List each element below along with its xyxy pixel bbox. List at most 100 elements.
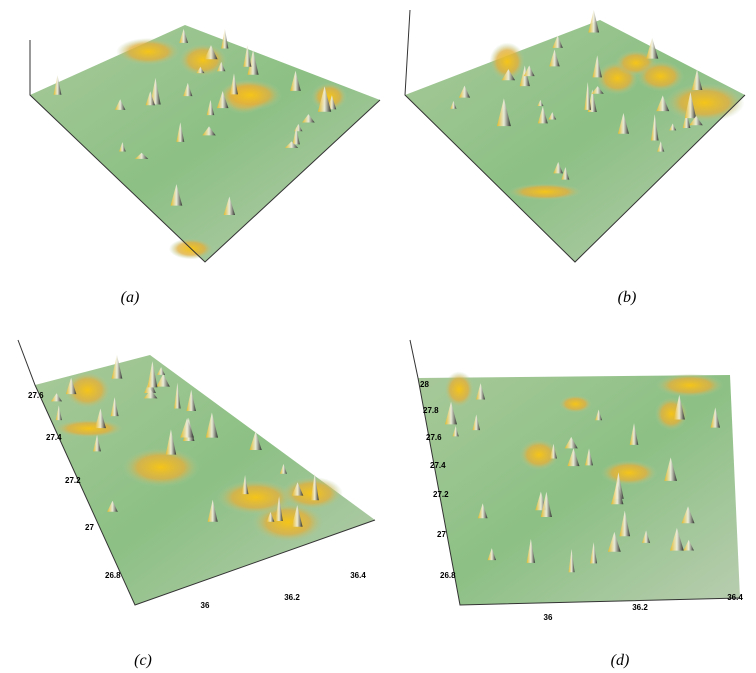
surface-highlight [558,395,593,413]
surface-peak [302,114,315,123]
surface-peak [561,167,570,180]
surface-peak [145,91,155,106]
y-tick-label: 27 [437,530,446,539]
surface-peak [217,61,226,72]
surface-peak [553,162,564,174]
surface-peak [186,389,196,411]
surface-peak [111,354,123,379]
surface-highlight [178,43,228,77]
surface-peak [588,9,600,33]
surface-peak [568,548,575,573]
surface-peak [591,86,604,94]
y-tick-label: 26.8 [105,571,121,580]
surface-peak [183,82,193,97]
surface-peak [629,423,639,445]
surface-highlight [64,371,112,409]
surface-peak [249,431,262,451]
caption: (a) [121,289,140,306]
surface [35,355,375,605]
surface-peak [650,114,659,141]
surface-highlight [655,373,725,398]
x-tick-label: 36.4 [350,571,366,580]
surface-peak [540,491,552,517]
surface-peak [487,548,497,561]
surface-peak [549,443,557,459]
surface-peak [202,126,216,136]
y-tick-label: 27.8 [423,406,439,415]
surface-peak [590,542,598,564]
surface-peak [119,142,126,152]
surface-peak [157,367,166,375]
surface-peak [584,81,592,110]
x-tick-label: 36.4 [727,593,743,602]
surface-peak [592,55,602,78]
y-tick-label: 27.4 [46,433,62,442]
surface-peak [205,412,219,438]
surface-peak [174,382,181,409]
y-tick-label: 27 [85,523,94,532]
caption: (d) [611,652,630,669]
surface-peak [196,66,205,74]
surface-peak [683,539,694,551]
surface-highlight [636,60,685,92]
surface-peak [552,35,563,48]
surface-peak [496,98,511,127]
surface-peak [94,408,106,429]
surface-highlight [507,183,583,201]
surface-peak [207,499,218,522]
surface-peak [93,434,101,452]
surface-peak [472,414,481,431]
surface-peak [221,28,229,49]
surface-peak [646,37,659,59]
caption: (b) [618,289,637,306]
y-tick-label: 26.8 [440,571,456,580]
surface-peak [607,531,621,552]
x-tick-label: 36.2 [284,593,300,602]
surface-peak [682,111,691,128]
surface-peak [501,69,516,81]
surface [418,375,740,605]
x-tick-label: 36 [544,613,553,622]
surface-peak [452,426,459,437]
surface-peak [241,474,249,495]
surface-peak [657,141,665,152]
surface-peak [114,99,126,110]
surface-peak [291,482,304,496]
surface-peak [204,45,218,60]
surface-peak [317,86,332,112]
axis-lines [17,9,746,606]
surface-highlight [489,42,526,81]
surface-peak [165,429,177,455]
x-tick-label: 36 [201,601,210,610]
surface-peak [310,473,319,501]
surface-peak [710,407,721,428]
surface-peak [548,112,557,120]
surface-peak [284,141,299,148]
surface-peak [537,106,548,124]
surface-peak [595,409,603,421]
surface-peak [291,505,303,527]
surface-peak [143,389,158,399]
surface-peak [450,100,457,109]
surface-peak [691,69,703,91]
surface-highlight [519,439,560,471]
surface-highlight [121,447,200,487]
surfaces [30,9,745,605]
surface-peak [476,383,486,400]
surface-peak [445,401,458,425]
surface-peak [664,457,677,481]
surface-highlight [216,479,295,515]
surface-peak [567,448,580,467]
surface-highlight [53,419,124,438]
surface-peak [55,405,62,421]
surface-peak [681,506,695,524]
surface-peak [243,45,252,67]
surface-peak [477,503,488,519]
surface-peak [642,530,651,543]
surface-peak [585,448,594,466]
surface-peak [280,463,287,474]
x-tick-label: 36.2 [632,603,648,612]
surface [405,20,745,262]
